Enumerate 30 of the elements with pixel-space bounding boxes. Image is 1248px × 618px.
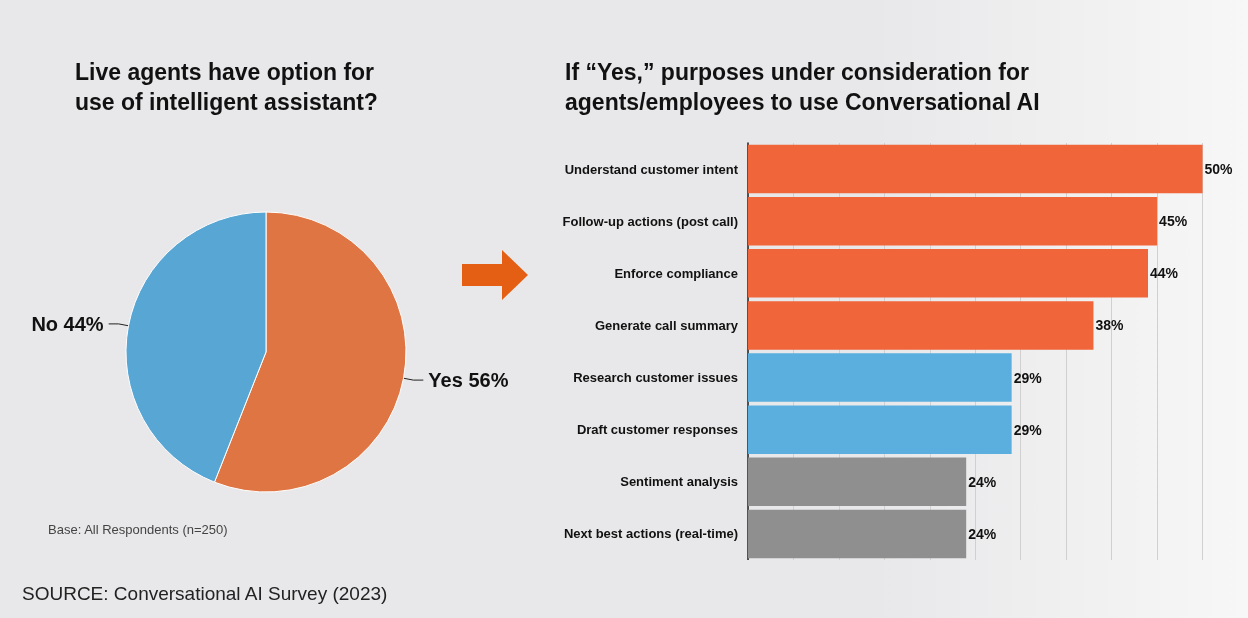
bar: [748, 457, 967, 507]
chart-title: Live agents have option for use of intelligent assistant?: [75, 59, 378, 115]
bar: [748, 405, 1012, 454]
text: Base: All Respondents (n=250): [48, 522, 228, 537]
y-tick-label: Research customer issues: [573, 370, 738, 386]
data-label: 44%: [1150, 265, 1179, 282]
bar: [748, 301, 1094, 350]
y-tick-label: Enforce compliance: [614, 265, 738, 281]
y-tick-label: Sentiment analysis: [620, 474, 738, 490]
data-label: 29%: [1013, 421, 1043, 438]
y-tick-label: Draft customer responses: [576, 422, 738, 438]
y-tick-label: Next best actions (real-time): [563, 526, 738, 542]
chart-title: If “Yes,” purposes under consideration for agents/employees to use Conversational AI: [565, 59, 1040, 115]
bar: [748, 196, 1158, 246]
data-label: 24%: [968, 473, 997, 490]
data-label: 24%: [968, 525, 997, 542]
bar: [748, 353, 1012, 402]
slice-label: Yes 56%: [428, 369, 509, 392]
data-label: 38%: [1095, 317, 1125, 334]
y-tick-label: Follow-up actions (post call): [562, 213, 738, 229]
source-note: SOURCE: Conversational AI Survey (2023): [22, 583, 388, 605]
y-tick-label: Understand customer intent: [564, 161, 739, 177]
y-tick-label: Generate call summary: [594, 317, 739, 333]
data-label: 45%: [1159, 213, 1188, 230]
data-label: 29%: [1013, 369, 1043, 386]
bar: [748, 144, 1203, 194]
slice-label: No 44%: [31, 312, 104, 335]
bar: [748, 509, 967, 559]
data-label: 50%: [1204, 161, 1234, 178]
bar: [748, 249, 1148, 298]
